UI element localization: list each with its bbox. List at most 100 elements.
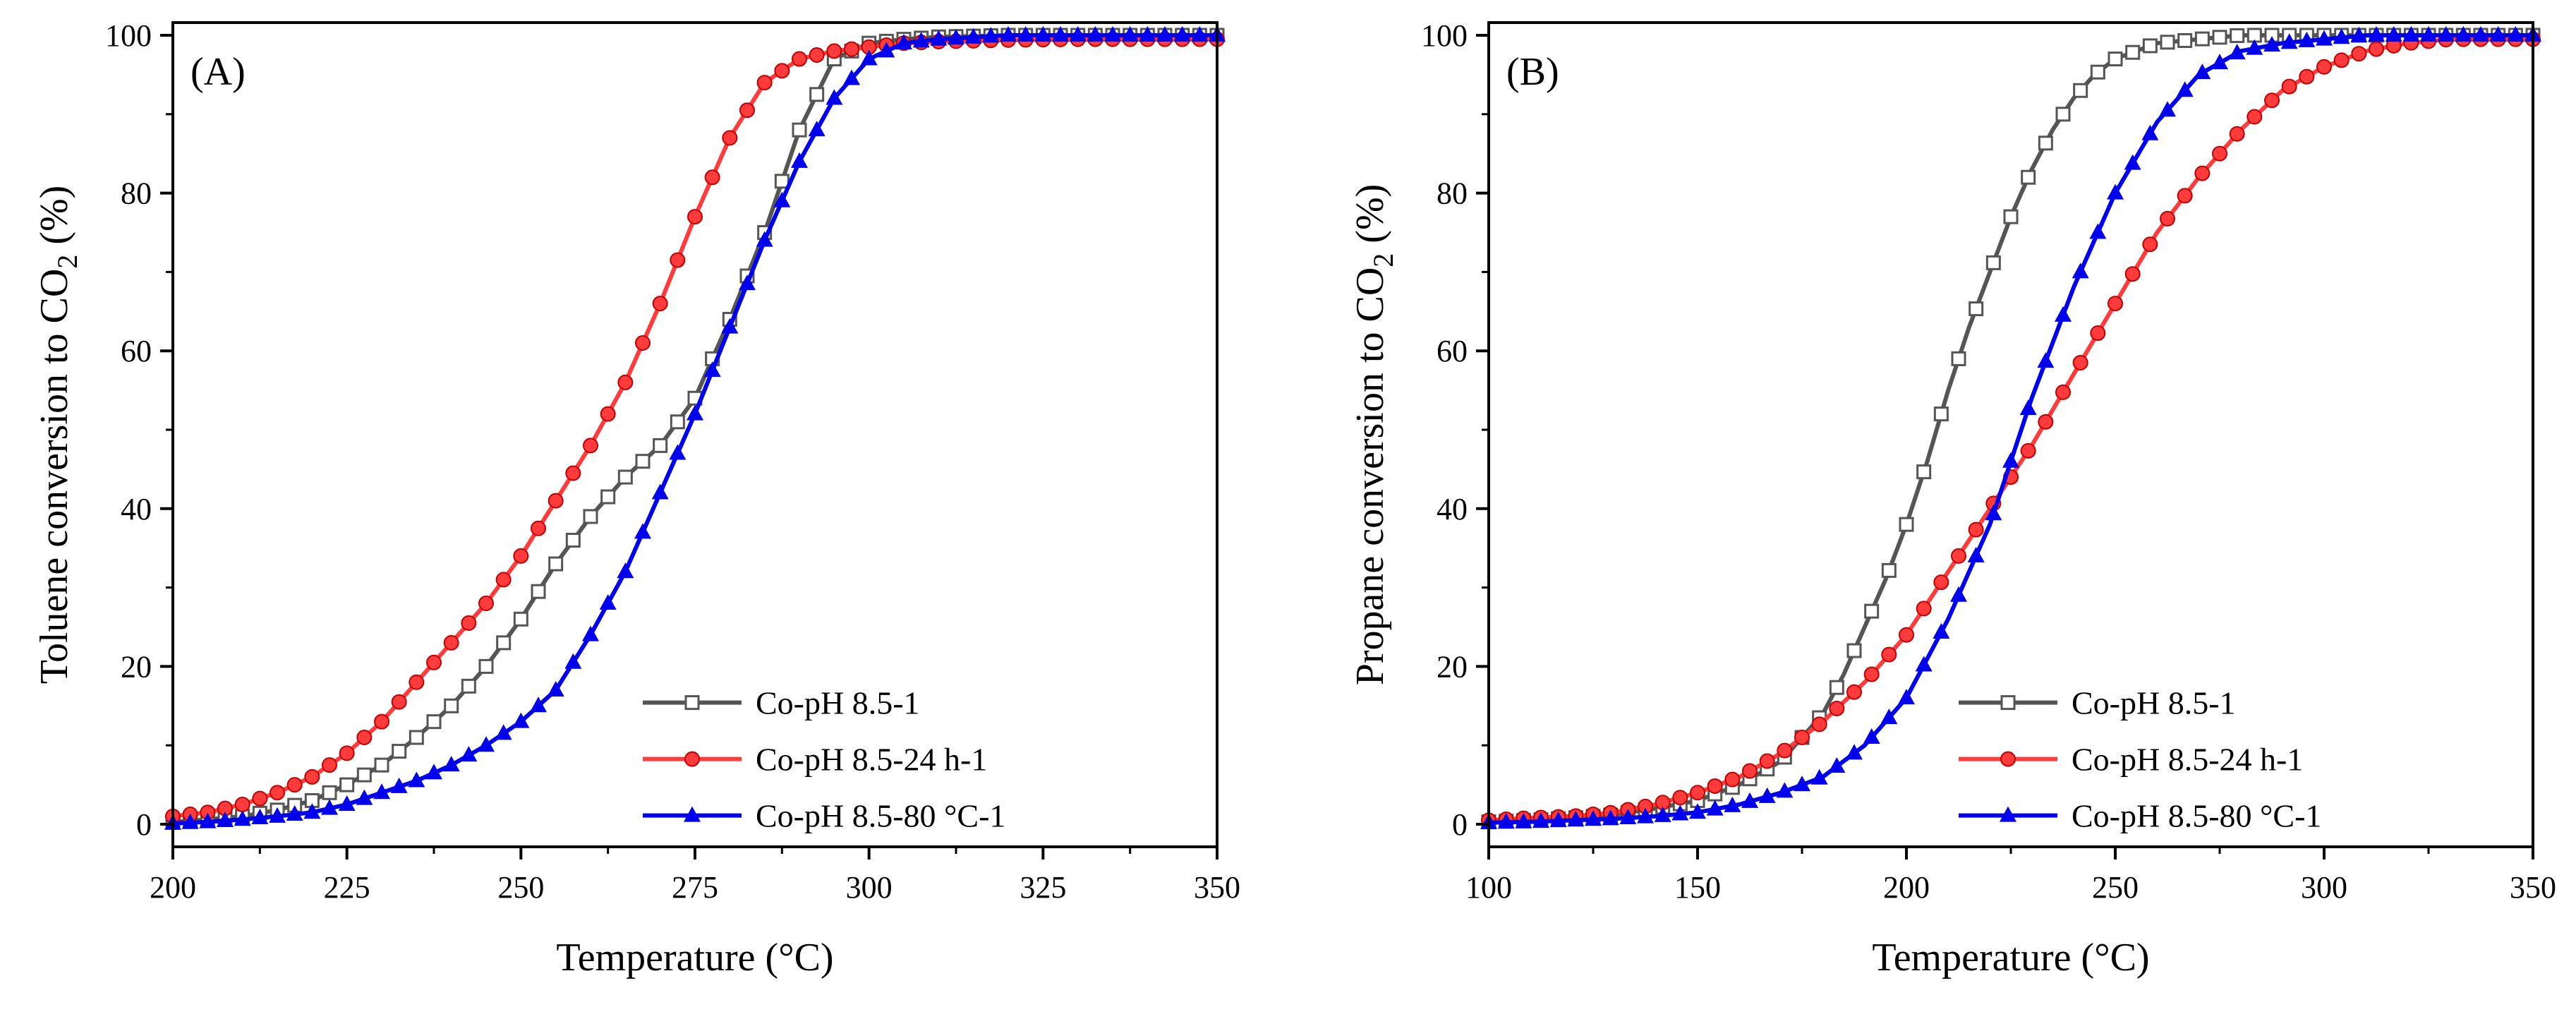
legend-label: Co-pH 8.5-24 h-1 bbox=[2072, 742, 2303, 778]
data-point bbox=[2107, 183, 2124, 200]
data-point bbox=[478, 736, 495, 752]
data-point bbox=[547, 680, 564, 697]
data-point bbox=[391, 694, 407, 710]
data-point bbox=[2299, 68, 2315, 85]
data-point bbox=[443, 634, 459, 651]
data-point bbox=[684, 751, 700, 767]
data-point bbox=[2000, 695, 2016, 711]
data-point bbox=[217, 811, 234, 827]
data-point bbox=[792, 51, 807, 67]
data-point bbox=[425, 764, 442, 780]
y-tick-label: 60 bbox=[1437, 334, 1468, 368]
panel-label: (A) bbox=[191, 50, 246, 94]
data-point bbox=[1898, 689, 1915, 705]
data-point bbox=[826, 43, 842, 59]
data-point bbox=[1087, 26, 1104, 42]
data-point bbox=[426, 654, 442, 670]
data-point bbox=[444, 698, 459, 713]
x-tick-label: 250 bbox=[497, 870, 544, 905]
data-point bbox=[2142, 236, 2158, 253]
data-point bbox=[1724, 796, 1741, 812]
data-point bbox=[2090, 64, 2105, 80]
plot-frame bbox=[1487, 21, 2534, 848]
data-point bbox=[2037, 352, 2055, 368]
data-point bbox=[582, 625, 599, 641]
data-point bbox=[356, 767, 372, 783]
data-point bbox=[826, 89, 843, 105]
data-point bbox=[583, 438, 598, 454]
data-point bbox=[2089, 223, 2107, 239]
data-point bbox=[2263, 35, 2280, 52]
data-point bbox=[2298, 31, 2316, 47]
data-point bbox=[2333, 28, 2350, 44]
data-point bbox=[234, 797, 250, 813]
data-point bbox=[1881, 562, 1897, 578]
data-point bbox=[1916, 601, 1932, 617]
data-point bbox=[2507, 26, 2524, 42]
data-point bbox=[1724, 771, 1741, 788]
data-point bbox=[2019, 399, 2037, 416]
data-point bbox=[564, 653, 582, 669]
data-point bbox=[496, 635, 512, 651]
data-point bbox=[1968, 521, 1984, 538]
data-point bbox=[860, 49, 878, 66]
data-point bbox=[1985, 505, 2002, 521]
data-point bbox=[2420, 26, 2437, 42]
data-point bbox=[965, 28, 982, 44]
data-point bbox=[442, 756, 460, 772]
data-point bbox=[1139, 26, 1156, 42]
data-point bbox=[2038, 414, 2054, 430]
data-point bbox=[1829, 701, 1845, 717]
data-point bbox=[2247, 109, 2263, 125]
data-point bbox=[1967, 546, 1985, 562]
data-point bbox=[774, 63, 790, 79]
data-point bbox=[2073, 83, 2088, 98]
data-point bbox=[635, 335, 651, 351]
data-point bbox=[844, 41, 859, 57]
x-tick-label: 325 bbox=[1020, 870, 1066, 905]
data-point bbox=[1567, 811, 1585, 827]
data-point bbox=[1121, 26, 1139, 42]
data-point bbox=[930, 30, 948, 46]
x-tick-label: 300 bbox=[846, 870, 893, 905]
data-point bbox=[390, 777, 408, 793]
x-tick-label: 250 bbox=[2092, 870, 2139, 905]
data-point bbox=[2160, 210, 2175, 227]
data-point bbox=[669, 444, 687, 460]
data-point bbox=[1742, 763, 1758, 779]
data-point bbox=[1156, 26, 1173, 42]
data-point bbox=[1933, 622, 1950, 639]
data-point bbox=[513, 611, 528, 627]
data-point bbox=[2141, 124, 2159, 140]
data-point bbox=[2055, 306, 2072, 322]
y-tick-label: 40 bbox=[1437, 492, 1468, 526]
data-point bbox=[1985, 255, 2001, 270]
data-point bbox=[478, 658, 494, 674]
data-point bbox=[1602, 809, 1619, 826]
data-point bbox=[2055, 107, 2071, 122]
panel-a: 200 225 250 275 300 325 350 0 20 40 60 80 100 Tempera… bbox=[32, 18, 1240, 979]
data-point bbox=[1829, 680, 1844, 695]
data-point bbox=[392, 744, 407, 759]
data-point bbox=[322, 757, 337, 773]
data-point bbox=[982, 27, 1000, 43]
y-tick-label: 100 bbox=[105, 18, 152, 53]
data-point bbox=[2124, 154, 2141, 170]
data-point bbox=[1034, 26, 1052, 42]
y-tick-label: 20 bbox=[1437, 649, 1468, 684]
data-point bbox=[1549, 812, 1567, 828]
data-point bbox=[1951, 351, 1966, 366]
data-point bbox=[634, 523, 651, 539]
data-point bbox=[2281, 78, 2297, 95]
data-point bbox=[1759, 753, 1775, 769]
data-point bbox=[1846, 684, 1862, 700]
data-point bbox=[1863, 728, 1880, 744]
x-tick-label: 350 bbox=[2510, 870, 2556, 905]
data-point bbox=[792, 122, 807, 138]
legend-label: Co-pH 8.5-1 bbox=[756, 685, 920, 721]
data-point bbox=[495, 724, 512, 740]
data-point bbox=[1741, 792, 1758, 808]
data-point bbox=[2177, 32, 2193, 48]
data-point bbox=[356, 789, 373, 805]
y-axis-title: Propane conversion to CO2 (%) bbox=[1348, 184, 1399, 686]
